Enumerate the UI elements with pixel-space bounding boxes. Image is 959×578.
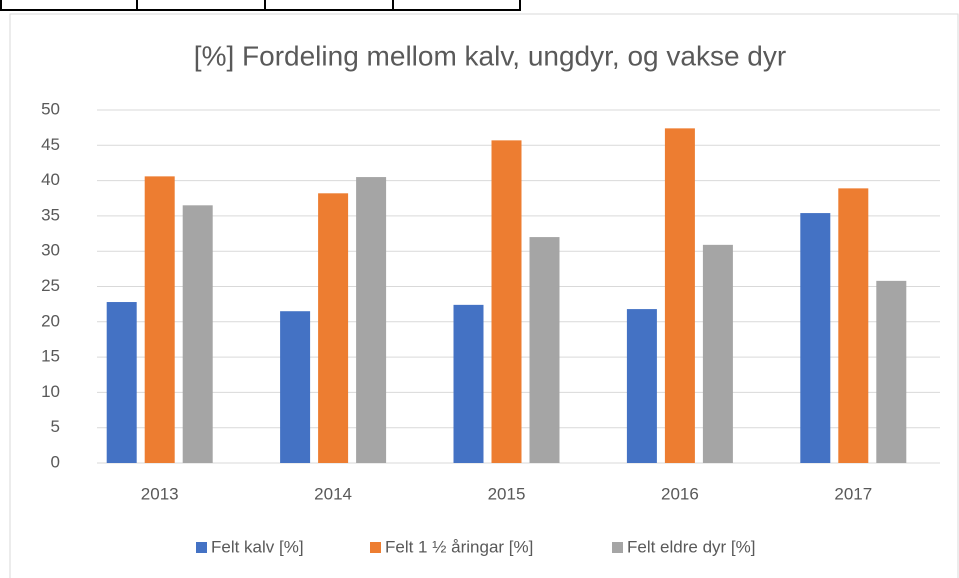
y-tick-label: 15 [41, 347, 60, 366]
bar [491, 140, 522, 463]
bar [144, 176, 175, 463]
y-tick-label: 10 [41, 382, 60, 401]
bar [106, 302, 137, 463]
bar [800, 213, 831, 463]
legend-swatch [196, 542, 207, 553]
x-tick-label: 2016 [661, 484, 699, 503]
bar [318, 193, 349, 464]
legend-swatch [612, 542, 623, 553]
bar [453, 304, 484, 463]
table-fragment [0, 0, 521, 11]
table-cells [0, 0, 521, 11]
y-tick-label: 50 [41, 99, 60, 118]
y-tick-label: 45 [41, 135, 60, 154]
chart-title: [%] Fordeling mellom kalv, ungdyr, og va… [194, 40, 786, 71]
y-tick-label: 0 [51, 452, 60, 471]
x-tick-label: 2017 [834, 484, 872, 503]
bar [529, 237, 560, 463]
legend-swatch [370, 542, 381, 553]
legend-label: Felt 1 ½ åringar [%] [385, 537, 533, 556]
y-tick-label: 25 [41, 276, 60, 295]
y-tick-label: 40 [41, 170, 60, 189]
bar [280, 311, 311, 463]
bar [182, 205, 213, 463]
legend-label: Felt kalv [%] [211, 537, 304, 556]
bar [876, 280, 907, 463]
y-tick-label: 5 [51, 417, 60, 436]
y-tick-label: 35 [41, 205, 60, 224]
legend-label: Felt eldre dyr [%] [627, 537, 756, 556]
y-tick-label: 30 [41, 241, 60, 260]
bar [626, 309, 657, 463]
x-tick-label: 2015 [488, 484, 526, 503]
bar [664, 128, 695, 463]
bar [356, 177, 387, 463]
bar [702, 244, 733, 463]
x-tick-label: 2014 [314, 484, 352, 503]
x-tick-label: 2013 [141, 484, 179, 503]
bar [838, 188, 869, 463]
y-tick-label: 20 [41, 311, 60, 330]
